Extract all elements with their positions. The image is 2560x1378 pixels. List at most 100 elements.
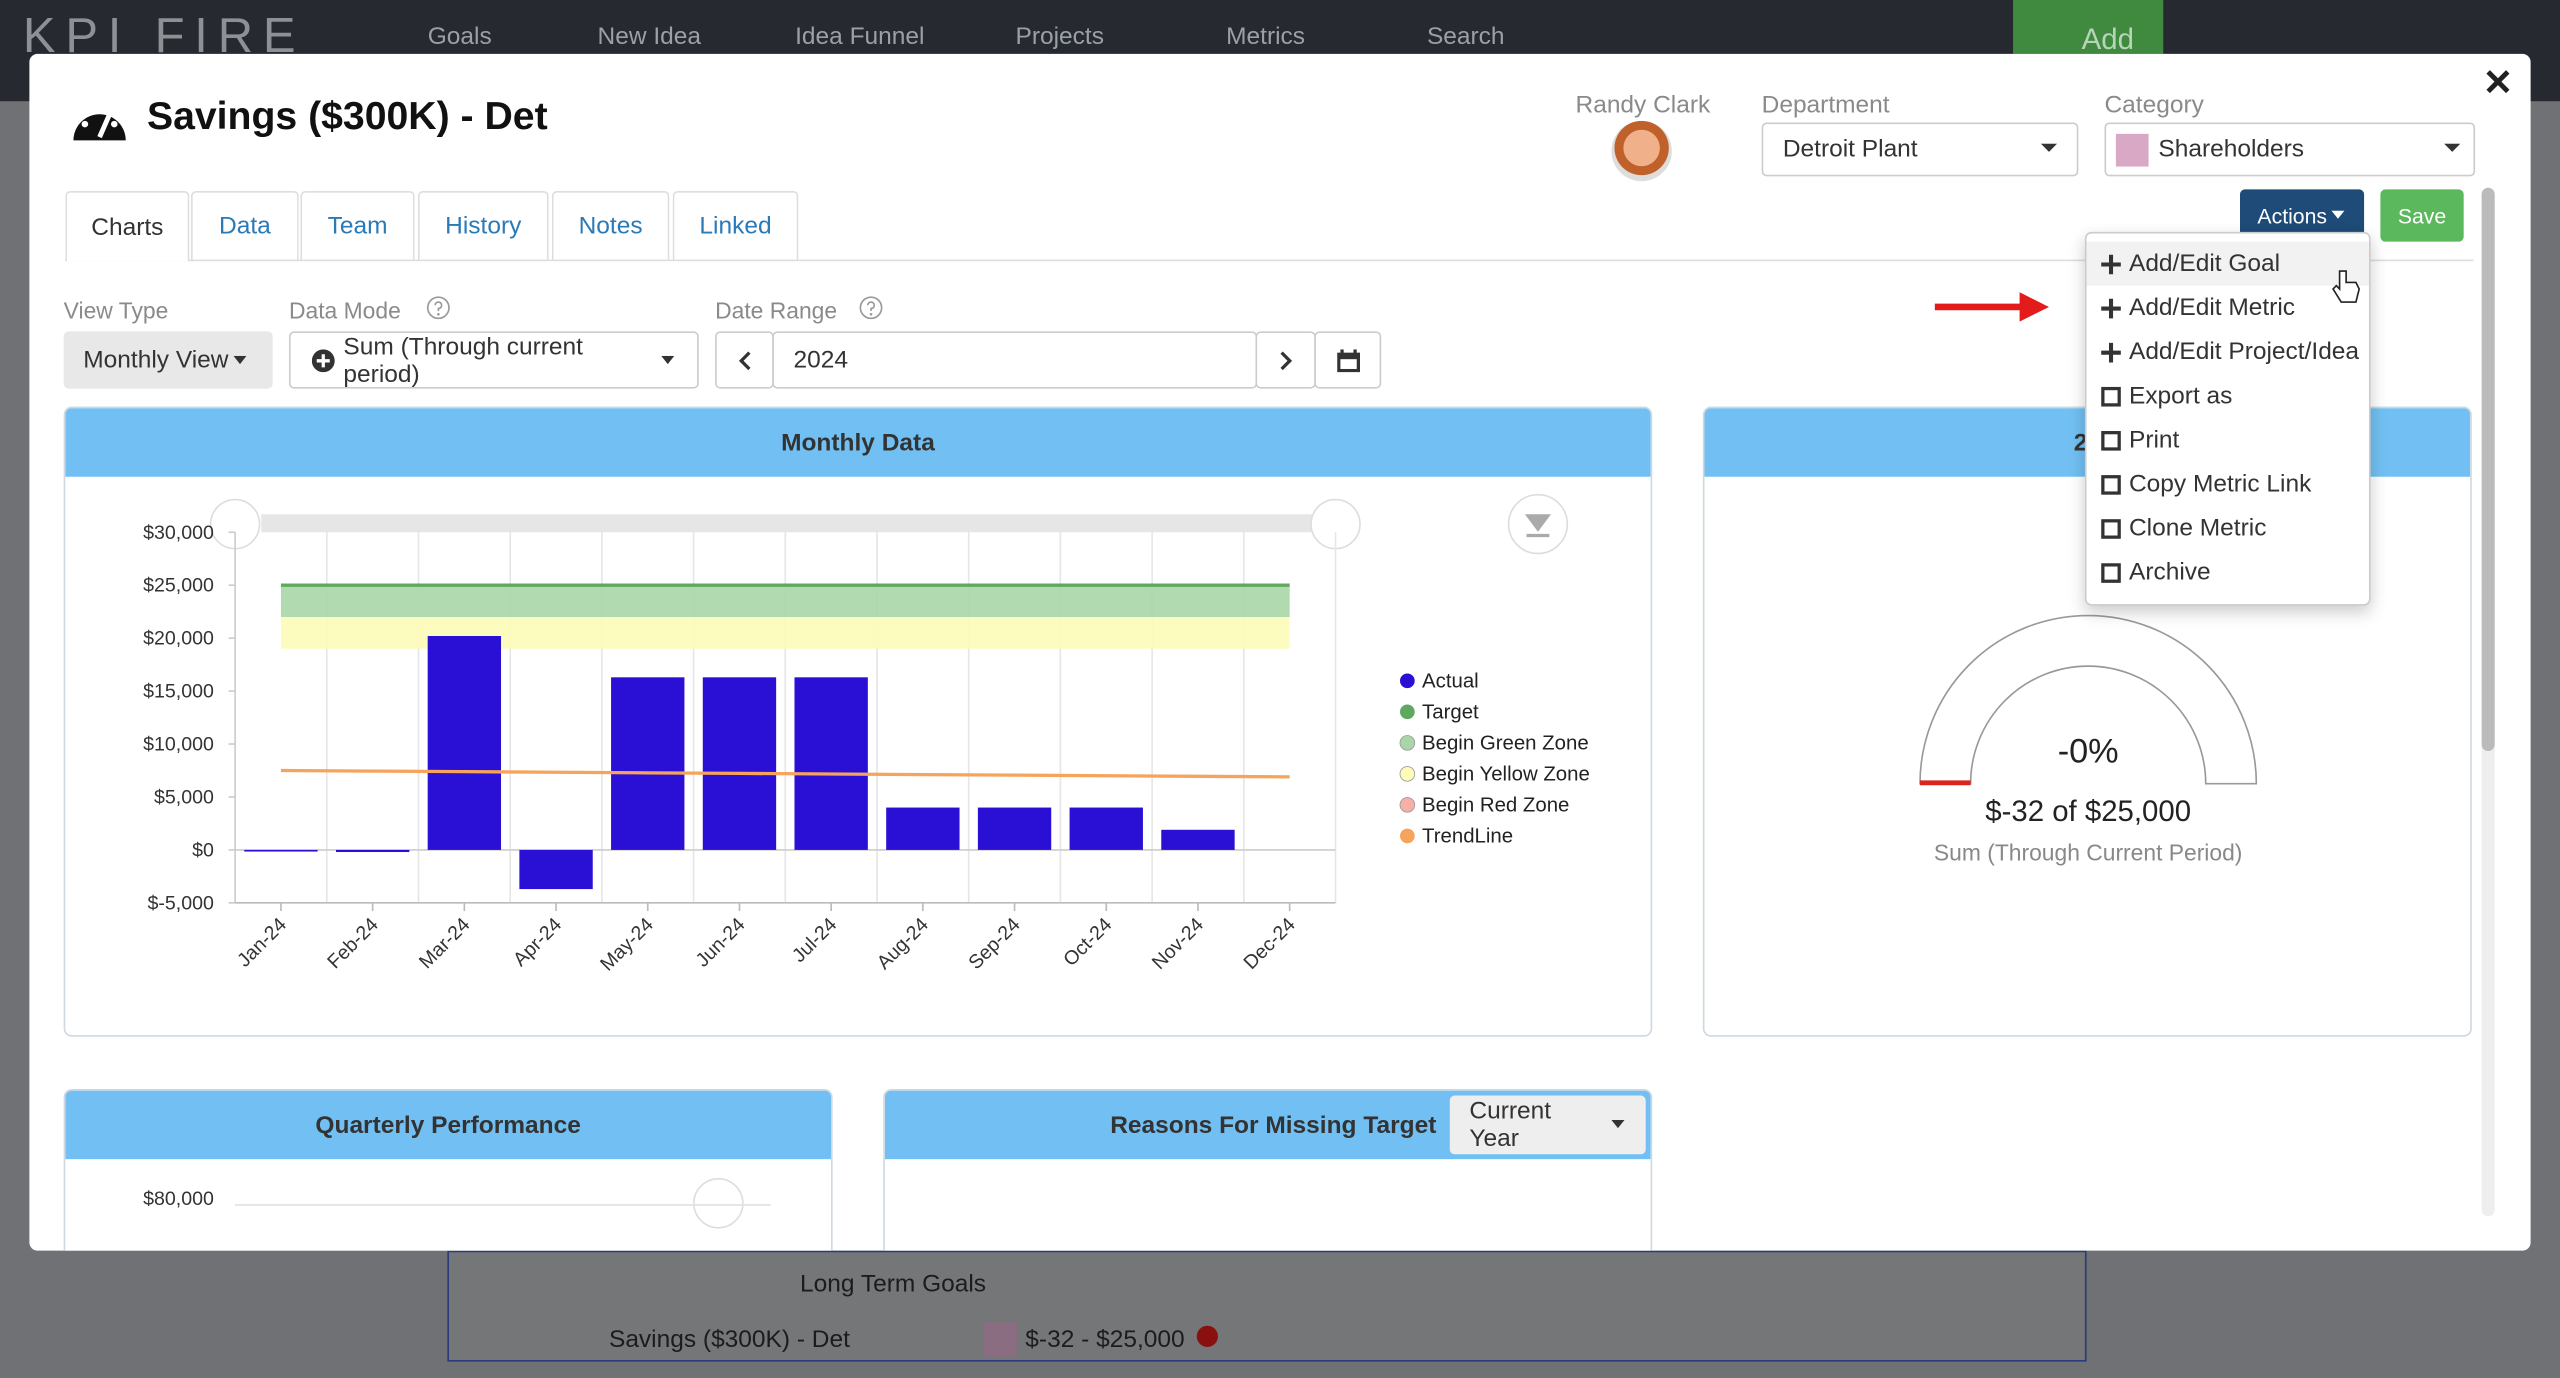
legend-label: Begin Green Zone bbox=[1422, 732, 1589, 754]
bar bbox=[794, 677, 868, 850]
legend-marker bbox=[1400, 673, 1415, 689]
tab[interactable]: Notes bbox=[551, 191, 670, 260]
menu-item[interactable]: Add/Edit Goal bbox=[2086, 241, 2369, 286]
date-range-label: Date Range bbox=[715, 297, 838, 324]
date-input[interactable]: 2024 bbox=[772, 331, 1258, 389]
bar bbox=[702, 677, 777, 850]
bar bbox=[886, 807, 960, 850]
panel-header: Monthly Data bbox=[65, 408, 1651, 477]
view-type-button[interactable]: Monthly View bbox=[63, 331, 273, 389]
download-button[interactable] bbox=[693, 1177, 744, 1229]
nav-item[interactable]: Search bbox=[1426, 22, 1505, 51]
y-tick-label: $25,000 bbox=[143, 575, 214, 597]
x-tick-label: Jul-24 bbox=[788, 914, 841, 967]
status-dot bbox=[1196, 1325, 1218, 1347]
shape bbox=[1339, 348, 1356, 354]
reasons-panel: Reasons For Missing Target Current Year bbox=[883, 1088, 1653, 1251]
tab[interactable]: Charts bbox=[65, 191, 190, 262]
shape bbox=[73, 114, 126, 141]
x-tick-label: Jan-24 bbox=[233, 914, 291, 972]
tab[interactable]: Team bbox=[300, 191, 415, 260]
gauge-summary: $-32 of $25,000 bbox=[1985, 795, 2191, 828]
reasons-filter[interactable]: Current Year bbox=[1449, 1095, 1646, 1155]
bar bbox=[519, 849, 593, 890]
menu-item[interactable]: Add/Edit Metric bbox=[2087, 286, 2369, 330]
scroll-thumb bbox=[2481, 187, 2495, 752]
shape bbox=[2101, 386, 2121, 406]
menu-label: Archive bbox=[2128, 558, 2211, 587]
add-label: Add bbox=[2081, 22, 2134, 56]
close-button[interactable] bbox=[2485, 62, 2511, 104]
help-icon bbox=[426, 296, 450, 320]
shape bbox=[661, 355, 676, 364]
legend-marker bbox=[1400, 704, 1415, 720]
scrollbar bbox=[2481, 187, 2495, 1217]
menu-icon bbox=[2101, 342, 2121, 362]
legend-marker bbox=[1399, 735, 1416, 751]
nav-item[interactable]: New Idea bbox=[597, 22, 702, 51]
close-icon bbox=[2486, 70, 2510, 94]
x-tick-label: May-24 bbox=[596, 914, 658, 976]
tab[interactable]: Linked bbox=[672, 191, 799, 260]
x-tick-label: Aug-24 bbox=[873, 914, 933, 974]
gauge-subtitle: Sum (Through Current Period) bbox=[1934, 839, 2243, 865]
menu-icon bbox=[2101, 430, 2121, 450]
caret bbox=[2040, 143, 2058, 152]
date-value: 2024 bbox=[793, 346, 848, 374]
legend-label: Target bbox=[1422, 701, 1479, 723]
calendar-button[interactable] bbox=[1314, 331, 1382, 389]
reasons-title: Reasons For Missing Target bbox=[1110, 1111, 1437, 1139]
y-tick-label: $10,000 bbox=[143, 734, 214, 756]
actions-label: Actions bbox=[2257, 203, 2328, 228]
tab[interactable]: History bbox=[417, 191, 549, 260]
y-tick-label: $5,000 bbox=[154, 786, 214, 808]
menu-icon bbox=[2101, 562, 2121, 583]
table-swatch bbox=[982, 1322, 1018, 1357]
table-row-name: Savings ($300K) - Det bbox=[608, 1325, 850, 1354]
zone-band bbox=[280, 616, 1290, 649]
y-tick-label: $0 bbox=[192, 839, 214, 861]
nav-item[interactable]: Projects bbox=[1015, 22, 1104, 51]
shape bbox=[1611, 1120, 1625, 1129]
tab-border bbox=[65, 259, 2474, 262]
prev-button[interactable] bbox=[715, 331, 774, 389]
legend-label: Actual bbox=[1422, 670, 1479, 692]
nav-item[interactable]: Goals bbox=[427, 22, 492, 51]
menu-item[interactable]: Archive bbox=[2087, 550, 2369, 594]
menu-label: Add/Edit Project/Idea bbox=[2128, 337, 2360, 366]
menu-item[interactable]: Copy Metric Link bbox=[2087, 462, 2369, 506]
shape bbox=[434, 301, 443, 312]
data-mode-label: Data Mode bbox=[288, 297, 401, 324]
shape bbox=[97, 110, 114, 139]
menu-label: Add/Edit Metric bbox=[2128, 293, 2296, 322]
data-mode-button[interactable]: Sum (Through current period) bbox=[288, 331, 699, 389]
menu-item[interactable]: Export as bbox=[2087, 374, 2369, 418]
shape bbox=[1339, 358, 1356, 369]
nav-item[interactable]: Idea Funnel bbox=[795, 22, 925, 51]
add-button[interactable] bbox=[2013, 0, 2164, 54]
shape bbox=[869, 312, 873, 316]
owner-avatar bbox=[1611, 120, 1672, 182]
x-tick-label: Dec-24 bbox=[1240, 914, 1300, 974]
table-header: Long Term Goals bbox=[799, 1270, 987, 1298]
x-tick-label: Nov-24 bbox=[1148, 914, 1208, 974]
shape bbox=[738, 350, 751, 370]
menu-label: Copy Metric Link bbox=[2128, 470, 2312, 498]
red-arrow bbox=[1934, 292, 2049, 322]
shape bbox=[2332, 270, 2361, 303]
save-button[interactable]: Save bbox=[2380, 189, 2464, 242]
next-button[interactable] bbox=[1255, 331, 1316, 389]
category-select[interactable]: Shareholders bbox=[2104, 122, 2476, 177]
menu-item[interactable]: Add/Edit Project/Idea bbox=[2087, 330, 2369, 374]
shape bbox=[2101, 474, 2121, 494]
department-select[interactable]: Detroit Plant bbox=[1761, 122, 2079, 177]
menu-item[interactable]: Clone Metric bbox=[2087, 506, 2369, 550]
shape bbox=[2101, 518, 2121, 538]
legend-marker bbox=[1400, 828, 1415, 844]
series-line bbox=[280, 768, 1290, 779]
nav-item[interactable]: Metrics bbox=[1226, 22, 1306, 51]
menu-label: Clone Metric bbox=[2128, 514, 2267, 543]
menu-item[interactable]: Print bbox=[2087, 418, 2369, 462]
tab[interactable]: Data bbox=[191, 191, 299, 260]
